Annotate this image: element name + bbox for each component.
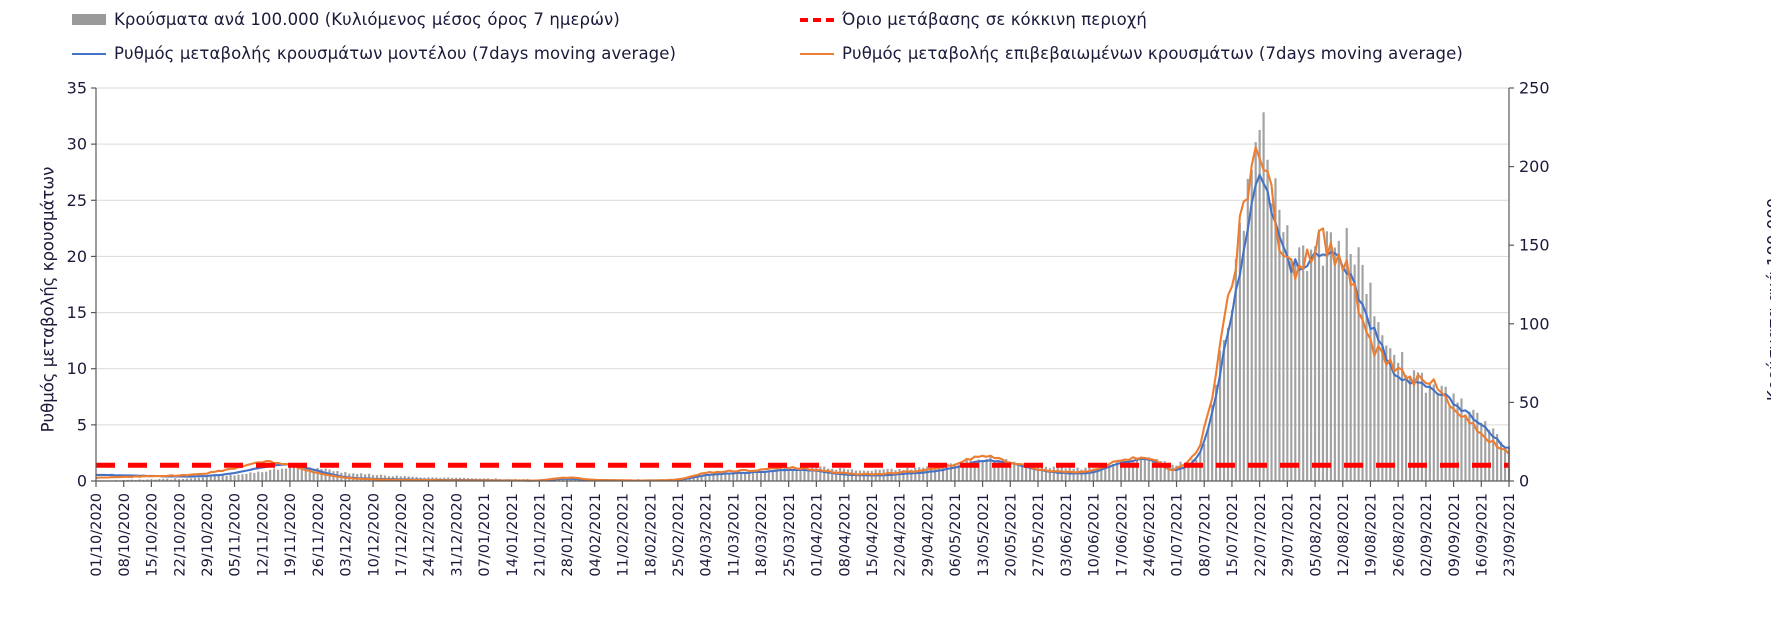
svg-text:07/01/2021: 07/01/2021 — [477, 493, 493, 577]
svg-text:24/12/2020: 24/12/2020 — [422, 493, 438, 577]
svg-text:0: 0 — [1519, 472, 1529, 491]
bar-swatch-icon — [72, 14, 106, 25]
legend-label-model-change-rate: Ρυθμός μεταβολής κρουσμάτων μοντέλου (7d… — [114, 44, 677, 63]
svg-text:09/09/2021: 09/09/2021 — [1447, 493, 1463, 577]
svg-text:06/05/2021: 06/05/2021 — [948, 493, 964, 577]
svg-text:26/11/2020: 26/11/2020 — [311, 493, 327, 577]
svg-text:20: 20 — [67, 247, 87, 266]
svg-text:0: 0 — [77, 472, 87, 491]
svg-text:10: 10 — [67, 359, 87, 378]
svg-text:11/03/2021: 11/03/2021 — [726, 493, 742, 577]
svg-text:14/01/2021: 14/01/2021 — [505, 493, 521, 577]
svg-text:150: 150 — [1519, 236, 1550, 255]
svg-text:29/04/2021: 29/04/2021 — [920, 493, 936, 577]
svg-text:25/03/2021: 25/03/2021 — [782, 493, 798, 577]
svg-text:10/06/2021: 10/06/2021 — [1087, 493, 1103, 577]
svg-text:03/12/2020: 03/12/2020 — [339, 493, 355, 577]
svg-text:16/09/2021: 16/09/2021 — [1475, 493, 1491, 577]
svg-text:17/12/2020: 17/12/2020 — [394, 493, 410, 577]
svg-text:04/02/2021: 04/02/2021 — [588, 493, 604, 577]
chart-legend: Κρούσματα ανά 100.000 (Κυλιόμενος μέσος … — [0, 0, 1771, 68]
svg-text:25: 25 — [67, 191, 87, 210]
svg-text:15/10/2020: 15/10/2020 — [145, 493, 161, 577]
svg-text:18/03/2021: 18/03/2021 — [754, 493, 770, 577]
svg-text:250: 250 — [1519, 79, 1550, 98]
line-swatch-icon-orange — [800, 52, 834, 55]
svg-text:03/06/2021: 03/06/2021 — [1059, 493, 1075, 577]
svg-text:30: 30 — [67, 135, 87, 154]
svg-text:31/12/2020: 31/12/2020 — [449, 493, 465, 577]
svg-text:28/01/2021: 28/01/2021 — [560, 493, 576, 577]
svg-text:01/07/2021: 01/07/2021 — [1170, 493, 1186, 577]
svg-text:08/10/2020: 08/10/2020 — [117, 493, 133, 577]
svg-text:10/12/2020: 10/12/2020 — [366, 493, 382, 577]
svg-text:01/04/2021: 01/04/2021 — [810, 493, 826, 577]
svg-text:13/05/2021: 13/05/2021 — [976, 493, 992, 577]
svg-text:26/08/2021: 26/08/2021 — [1391, 493, 1407, 577]
svg-text:20/05/2021: 20/05/2021 — [1004, 493, 1020, 577]
legend-label-red-zone-threshold: Όριο μετάβασης σε κόκκινη περιοχή — [842, 10, 1147, 29]
svg-text:05/08/2021: 05/08/2021 — [1308, 493, 1324, 577]
svg-text:18/02/2021: 18/02/2021 — [643, 493, 659, 577]
legend-item-confirmed-change-rate[interactable]: Ρυθμός μεταβολής επιβεβαιωμένων κρουσμάτ… — [800, 44, 1463, 63]
svg-text:29/07/2021: 29/07/2021 — [1281, 493, 1297, 577]
svg-text:100: 100 — [1519, 314, 1550, 333]
legend-item-model-change-rate[interactable]: Ρυθμός μεταβολής κρουσμάτων μοντέλου (7d… — [72, 44, 676, 63]
svg-text:12/08/2021: 12/08/2021 — [1336, 493, 1352, 577]
legend-label-cases-per-100k: Κρούσματα ανά 100.000 (Κυλιόμενος μέσος … — [114, 10, 620, 29]
svg-text:24/06/2021: 24/06/2021 — [1142, 493, 1158, 577]
legend-item-cases-per-100k[interactable]: Κρούσματα ανά 100.000 (Κυλιόμενος μέσος … — [72, 10, 620, 29]
legend-item-red-zone-threshold[interactable]: Όριο μετάβασης σε κόκκινη περιοχή — [800, 10, 1147, 29]
svg-text:25/02/2021: 25/02/2021 — [671, 493, 687, 577]
svg-text:23/09/2021: 23/09/2021 — [1502, 493, 1518, 577]
svg-text:01/10/2020: 01/10/2020 — [89, 493, 105, 577]
svg-text:08/04/2021: 08/04/2021 — [837, 493, 853, 577]
svg-text:22/04/2021: 22/04/2021 — [893, 493, 909, 577]
svg-text:12/11/2020: 12/11/2020 — [255, 493, 271, 577]
svg-text:22/07/2021: 22/07/2021 — [1253, 493, 1269, 577]
svg-text:04/03/2021: 04/03/2021 — [699, 493, 715, 577]
svg-text:200: 200 — [1519, 157, 1550, 176]
legend-label-confirmed-change-rate: Ρυθμός μεταβολής επιβεβαιωμένων κρουσμάτ… — [842, 44, 1463, 63]
svg-text:08/07/2021: 08/07/2021 — [1197, 493, 1213, 577]
svg-text:02/09/2021: 02/09/2021 — [1419, 493, 1435, 577]
svg-text:50: 50 — [1519, 393, 1539, 412]
dashed-line-swatch-icon — [800, 17, 834, 22]
svg-text:21/01/2021: 21/01/2021 — [533, 493, 549, 577]
svg-text:27/05/2021: 27/05/2021 — [1031, 493, 1047, 577]
line-swatch-icon-blue — [72, 52, 106, 55]
svg-text:15/07/2021: 15/07/2021 — [1225, 493, 1241, 577]
svg-text:05/11/2020: 05/11/2020 — [228, 493, 244, 577]
svg-text:19/11/2020: 19/11/2020 — [283, 493, 299, 577]
svg-text:17/06/2021: 17/06/2021 — [1114, 493, 1130, 577]
svg-text:29/10/2020: 29/10/2020 — [200, 493, 216, 577]
svg-text:15/04/2021: 15/04/2021 — [865, 493, 881, 577]
svg-text:15: 15 — [67, 303, 87, 322]
svg-text:35: 35 — [67, 79, 87, 98]
svg-text:11/02/2021: 11/02/2021 — [616, 493, 632, 577]
svg-text:22/10/2020: 22/10/2020 — [172, 493, 188, 577]
svg-text:19/08/2021: 19/08/2021 — [1364, 493, 1380, 577]
svg-text:5: 5 — [77, 415, 87, 434]
